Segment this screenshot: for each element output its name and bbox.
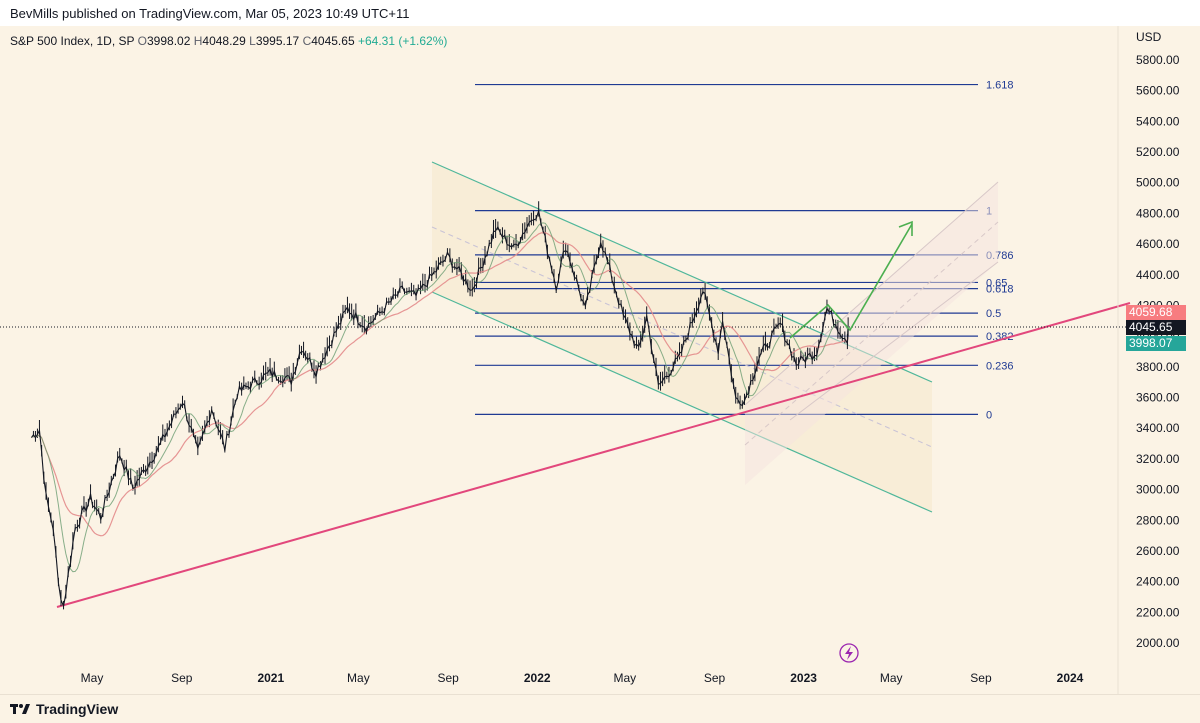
time-tick-label: 2022 bbox=[524, 671, 551, 685]
moving-average-fast bbox=[31, 222, 849, 573]
time-tick-label: 2021 bbox=[257, 671, 284, 685]
tradingview-logo[interactable]: TradingView bbox=[10, 701, 118, 717]
low-value: 3995.17 bbox=[255, 34, 300, 48]
time-tick-label: May bbox=[880, 671, 903, 685]
price-tick-label: 4800.00 bbox=[1136, 206, 1180, 220]
fib-level-label: 0.382 bbox=[986, 331, 1014, 343]
time-tick-label: May bbox=[81, 671, 104, 685]
high-label: H bbox=[193, 34, 203, 48]
price-tick-label: 5800.00 bbox=[1136, 53, 1180, 67]
price-tag-red: 4059.68 bbox=[1126, 305, 1186, 320]
fib-level-label: 0.618 bbox=[986, 284, 1014, 296]
price-tick-label: 3400.00 bbox=[1136, 421, 1180, 435]
time-tick-label: Sep bbox=[171, 671, 193, 685]
symbol-legend: S&P 500 Index, 1D, SP O3998.02 H4048.29 … bbox=[10, 34, 447, 48]
time-tick-label: Sep bbox=[437, 671, 459, 685]
price-tick-label: 2000.00 bbox=[1136, 636, 1180, 650]
open-value: 3998.02 bbox=[147, 34, 191, 48]
moving-average-slow bbox=[31, 231, 849, 537]
symbol-name[interactable]: S&P 500 Index, 1D, SP bbox=[10, 34, 135, 48]
time-tick-label: 2024 bbox=[1057, 671, 1084, 685]
ascending-lower-line bbox=[789, 261, 999, 421]
bottom-bar: TradingView bbox=[0, 694, 1200, 723]
price-tick-label: 3600.00 bbox=[1136, 391, 1180, 405]
close-label: C bbox=[302, 34, 312, 48]
price-tick-label: 2600.00 bbox=[1136, 544, 1180, 558]
projection-arrow[interactable] bbox=[789, 220, 913, 339]
price-tick-label: 4400.00 bbox=[1136, 268, 1180, 282]
tradingview-logo-icon bbox=[10, 704, 30, 714]
price-tick-label: 5400.00 bbox=[1136, 114, 1180, 128]
fib-level-label: 1.618 bbox=[986, 80, 1014, 92]
time-tick-label: May bbox=[613, 671, 636, 685]
top-bar: BevMills published on TradingView.com, M… bbox=[0, 0, 1200, 27]
time-tick-label: Sep bbox=[704, 671, 726, 685]
close-value: 4045.65 bbox=[311, 34, 355, 48]
time-tick-label: Sep bbox=[970, 671, 992, 685]
channel-mid-line bbox=[431, 226, 933, 448]
time-axis[interactable]: May Sep 2021 May Sep 2022 May Sep 2023 May Sep 2024 bbox=[81, 671, 1084, 685]
channel-lower-line bbox=[431, 291, 933, 513]
tradingview-brand: TradingView bbox=[36, 701, 119, 717]
price-tick-label: 2800.00 bbox=[1136, 513, 1180, 527]
ascending-channel-fill bbox=[745, 182, 998, 485]
price-tick-label: 5000.00 bbox=[1136, 176, 1180, 190]
lightning-icon[interactable] bbox=[839, 643, 859, 663]
ascending-mid-line bbox=[744, 221, 999, 446]
high-value: 4048.29 bbox=[202, 34, 246, 48]
time-tick-label: 2023 bbox=[790, 671, 817, 685]
price-tick-label: 2400.00 bbox=[1136, 575, 1180, 589]
price-series[interactable] bbox=[30, 201, 849, 610]
low-label: L bbox=[249, 34, 256, 48]
price-line bbox=[30, 210, 849, 609]
long-term-trendline[interactable] bbox=[56, 302, 1131, 608]
fib-level-label: 0.5 bbox=[986, 308, 1001, 320]
price-tick-label: 3800.00 bbox=[1136, 360, 1180, 374]
price-tick-label: 2200.00 bbox=[1136, 605, 1180, 619]
price-tag-last: 4045.65 bbox=[1126, 320, 1186, 335]
price-tick-label: 5600.00 bbox=[1136, 84, 1180, 98]
price-tick-label: 4600.00 bbox=[1136, 237, 1180, 251]
currency-label: USD bbox=[1136, 30, 1162, 44]
price-chart[interactable]: 00.2360.3820.50.6180.650.78611.618USD200… bbox=[0, 26, 1200, 694]
time-tick-label: May bbox=[347, 671, 370, 685]
price-tick-label: 5200.00 bbox=[1136, 145, 1180, 159]
price-tag-green: 3998.07 bbox=[1126, 336, 1186, 351]
projection-path bbox=[789, 223, 913, 339]
change-value: +64.31 (+1.62%) bbox=[357, 34, 448, 48]
fib-level-label: 0.65 bbox=[986, 277, 1007, 289]
open-label: O bbox=[137, 34, 147, 48]
fib-level-label: 0 bbox=[986, 409, 992, 421]
price-tick-label: 3200.00 bbox=[1136, 452, 1180, 466]
arrow-head bbox=[898, 220, 913, 236]
fib-level-label: 0.236 bbox=[986, 360, 1014, 372]
published-line: BevMills published on TradingView.com, M… bbox=[10, 6, 410, 21]
price-tick-label: 3000.00 bbox=[1136, 483, 1180, 497]
